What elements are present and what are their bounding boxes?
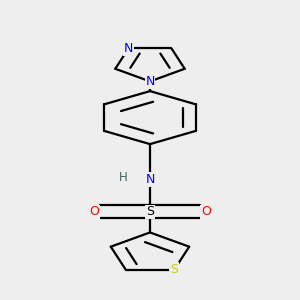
Text: N: N	[145, 75, 155, 88]
Text: N: N	[145, 173, 155, 186]
Text: O: O	[201, 205, 211, 218]
Text: H: H	[119, 172, 128, 184]
Text: N: N	[124, 42, 133, 55]
Text: O: O	[89, 205, 99, 218]
Text: S: S	[146, 205, 154, 218]
Text: S: S	[170, 263, 178, 276]
